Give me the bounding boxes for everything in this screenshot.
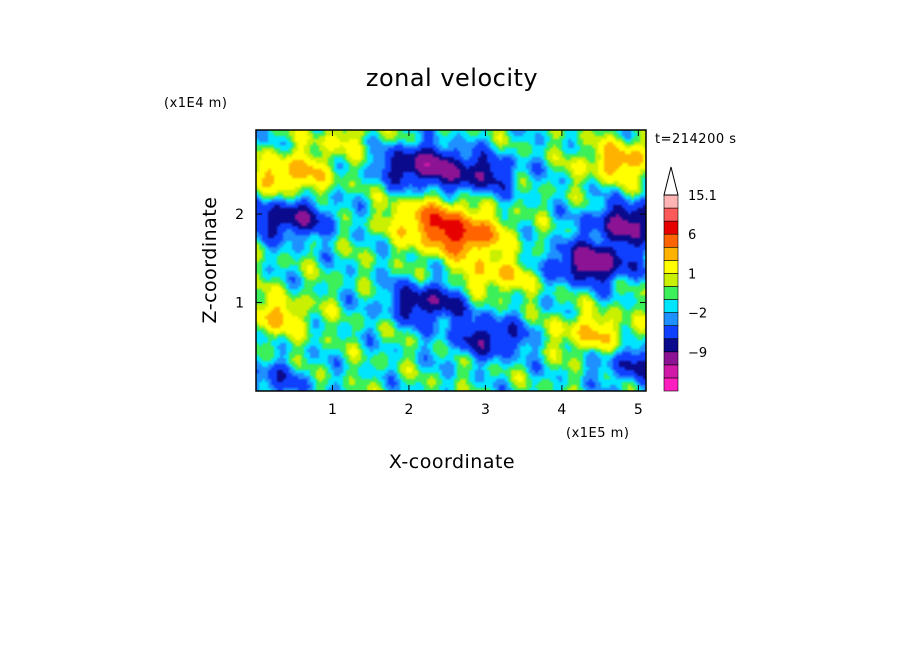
colorbar-swatch <box>663 273 679 287</box>
colorbar-swatch <box>663 351 679 366</box>
colorbar-max-arrow <box>663 166 679 196</box>
time-label: t=214200 s <box>655 132 737 147</box>
x-axis-label: X-coordinate <box>389 451 515 473</box>
x-axis: 1 2 3 4 5 <box>328 130 643 418</box>
y-tick-label: 2 <box>235 207 244 223</box>
colorbar-tick-label: 6 <box>688 228 696 243</box>
x-tick-label: 1 <box>328 402 337 418</box>
y-unit-label: (x1E4 m) <box>164 96 227 111</box>
colorbar-swatch <box>663 233 679 248</box>
velocity-field <box>256 130 646 391</box>
x-tick-label: 2 <box>404 402 413 418</box>
x-unit-label: (x1E5 m) <box>566 426 629 441</box>
x-tick-label: 5 <box>634 402 643 418</box>
colorbar-tick-label: 15.1 <box>688 189 717 204</box>
colorbar-swatch <box>663 377 679 392</box>
colorbar-swatch <box>663 220 679 235</box>
x-tick-label: 4 <box>557 402 566 418</box>
colorbar-swatch <box>663 207 679 222</box>
chart-title: zonal velocity <box>366 64 538 92</box>
colorbar: 15.1 6 1 −2 −9 <box>663 166 717 392</box>
colorbar-swatch <box>663 312 679 326</box>
colorbar-swatch <box>663 246 679 261</box>
y-tick-label: 1 <box>235 296 244 312</box>
y-axis: 12 <box>235 207 646 312</box>
plot-frame <box>255 129 647 392</box>
colorbar-swatch <box>663 299 679 313</box>
colorbar-swatch <box>663 286 679 300</box>
colorbar-swatch <box>663 194 679 209</box>
colorbar-tick-label: 1 <box>688 267 696 282</box>
x-tick-label: 3 <box>481 402 490 418</box>
colorbar-swatch <box>663 338 679 353</box>
y-axis-label: Z-coordinate <box>199 197 221 324</box>
colorbar-swatch <box>663 364 679 379</box>
colorbar-tick-label: −2 <box>688 307 707 322</box>
colorbar-swatch <box>663 260 679 274</box>
colorbar-tick-label: −9 <box>688 346 707 361</box>
colorbar-swatch <box>663 325 679 340</box>
